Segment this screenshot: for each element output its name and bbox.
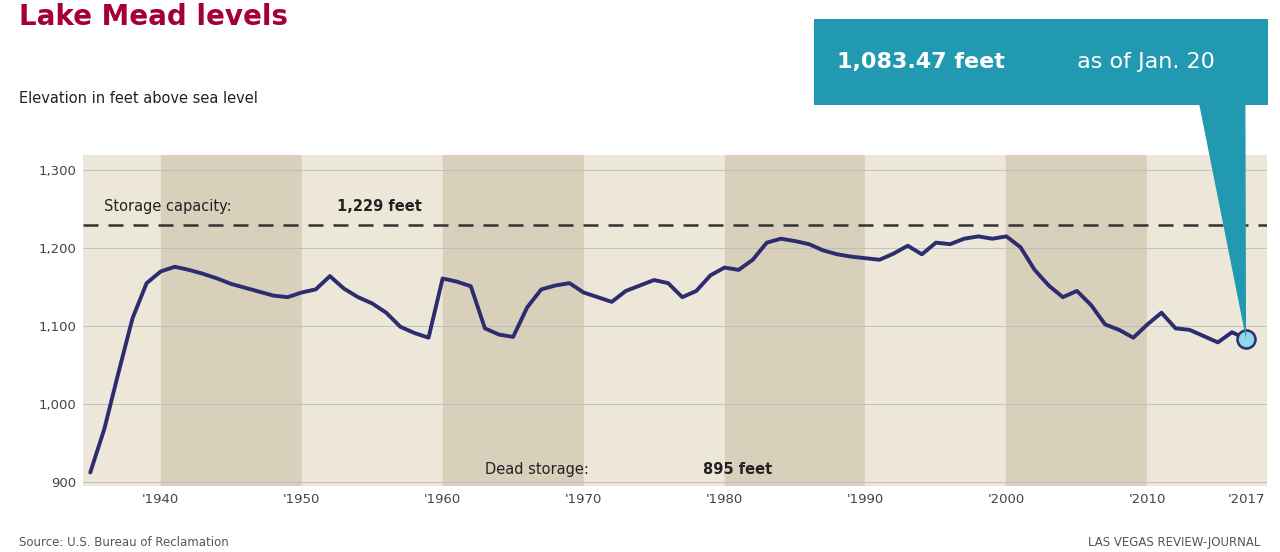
Text: 895 feet: 895 feet — [704, 462, 773, 477]
Text: 1,083.47 feet: 1,083.47 feet — [837, 52, 1005, 72]
Bar — [443, 155, 584, 486]
Text: Dead storage:: Dead storage: — [485, 462, 594, 477]
Bar — [302, 155, 443, 486]
Text: 1,229 feet: 1,229 feet — [337, 199, 422, 214]
Text: Storage capacity:: Storage capacity: — [105, 199, 237, 214]
Bar — [1147, 155, 1267, 486]
Bar — [161, 155, 302, 486]
Text: LAS VEGAS REVIEW-JOURNAL: LAS VEGAS REVIEW-JOURNAL — [1088, 536, 1261, 549]
Bar — [724, 155, 865, 486]
Text: Lake Mead levels: Lake Mead levels — [19, 3, 288, 31]
Bar — [584, 155, 724, 486]
Bar — [83, 155, 161, 486]
Text: Source: U.S. Bureau of Reclamation: Source: U.S. Bureau of Reclamation — [19, 536, 229, 549]
Text: as of Jan. 20: as of Jan. 20 — [1070, 52, 1215, 72]
Text: Elevation in feet above sea level: Elevation in feet above sea level — [19, 91, 259, 106]
Bar — [865, 155, 1006, 486]
Bar — [1006, 155, 1147, 486]
